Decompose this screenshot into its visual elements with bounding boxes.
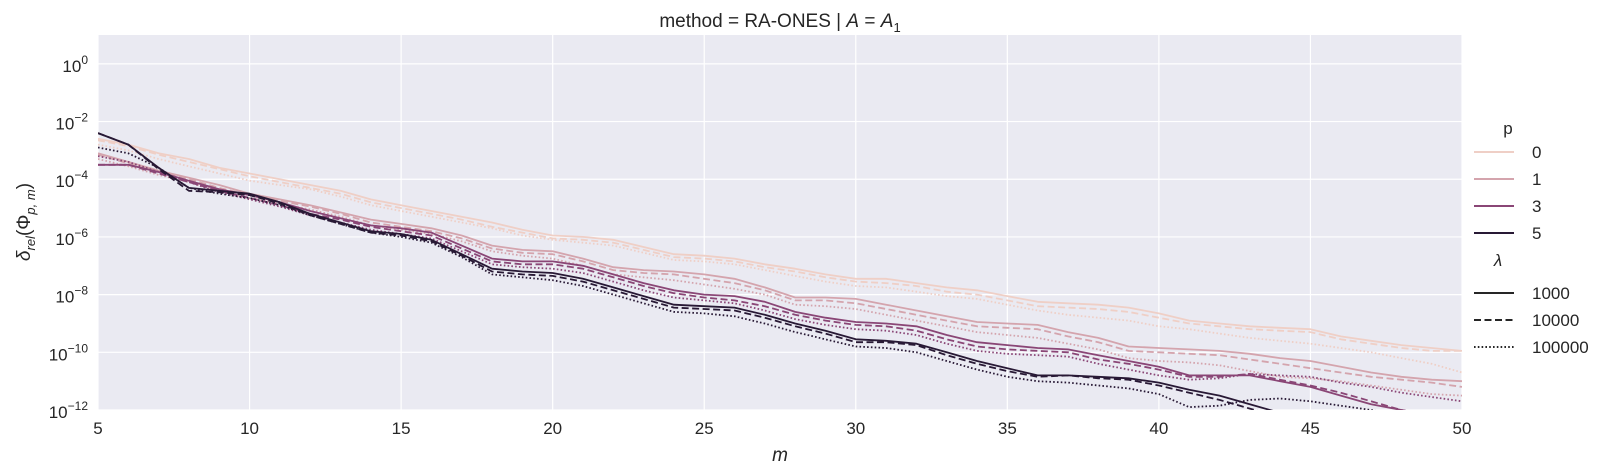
x-tick-label: 40 xyxy=(1149,419,1168,438)
chart-title: method = RA-ONES | A = A1 xyxy=(659,11,900,35)
series-line-p0-lambda10000 xyxy=(98,139,1462,352)
y-tick-label: 10−4 xyxy=(55,168,88,191)
series-line-p3-lambda1000 xyxy=(98,163,1407,410)
x-tick-label: 35 xyxy=(998,419,1017,438)
series-line-p1-lambda1000 xyxy=(98,152,1462,383)
series-line-p5-lambda1000 xyxy=(98,132,1274,410)
title-eq: = xyxy=(859,11,881,32)
legend-style-title: λ xyxy=(1493,251,1502,270)
series-lines xyxy=(98,132,1462,410)
y-tick-labels: 100 10−2 10−4 10−6 10−8 10−10 10−12 xyxy=(49,53,89,422)
title-prefix: method = RA-ONES | xyxy=(659,11,846,32)
x-tick-label: 15 xyxy=(392,419,411,438)
x-tick-label: 50 xyxy=(1453,419,1472,438)
y-tick-label: 10−8 xyxy=(55,284,88,307)
x-tick-label: 5 xyxy=(93,419,102,438)
y-tick-label: 100 xyxy=(62,53,88,76)
x-axis-label: m xyxy=(772,445,788,466)
y-axis-label: δrel(Φp, m) xyxy=(14,183,38,261)
legend-hue-label: 0 xyxy=(1532,143,1541,162)
series-line-p0-lambda100000 xyxy=(98,143,1462,374)
x-tick-label: 30 xyxy=(846,419,865,438)
x-tick-label: 10 xyxy=(240,419,259,438)
x-tick-labels: 5 10 15 20 25 30 35 40 45 50 xyxy=(93,419,1471,438)
title-var: A xyxy=(845,11,859,32)
x-tick-label: 20 xyxy=(543,419,562,438)
ylabel-pm: p, m xyxy=(23,189,38,215)
y-tick-label: 10−12 xyxy=(49,399,89,422)
ylabel-rel: rel xyxy=(23,235,38,251)
ylabel-delta: δ xyxy=(14,250,35,261)
legend-hue-title: p xyxy=(1503,119,1512,138)
legend-style-label: 1000 xyxy=(1532,284,1570,303)
y-tick-label: 10−2 xyxy=(55,111,88,134)
legend-style-label: 100000 xyxy=(1532,338,1589,357)
ylabel-phi: (Φ xyxy=(14,215,35,237)
title-sub-base: A xyxy=(880,11,894,32)
legend: p 0 1 3 5 λ 1000 10000 100000 xyxy=(1474,119,1589,357)
grid xyxy=(97,35,1463,411)
legend-hue-label: 5 xyxy=(1532,224,1541,243)
y-tick-label: 10−10 xyxy=(49,341,89,364)
series-line-p3-lambda10000 xyxy=(98,163,1407,410)
ylabel-close: ) xyxy=(14,183,35,189)
legend-hue-label: 3 xyxy=(1532,197,1541,216)
series-line-p5-lambda10000 xyxy=(98,132,1259,410)
series-line-p0-lambda1000 xyxy=(98,137,1462,352)
title-sub: 1 xyxy=(893,20,900,35)
legend-hue-label: 1 xyxy=(1532,170,1541,189)
y-tick-label: 10−6 xyxy=(55,226,88,249)
x-tick-label: 25 xyxy=(695,419,714,438)
plot-area xyxy=(98,35,1462,410)
x-tick-label: 45 xyxy=(1301,419,1320,438)
series-line-p1-lambda10000 xyxy=(98,153,1462,388)
legend-style-label: 10000 xyxy=(1532,311,1579,330)
